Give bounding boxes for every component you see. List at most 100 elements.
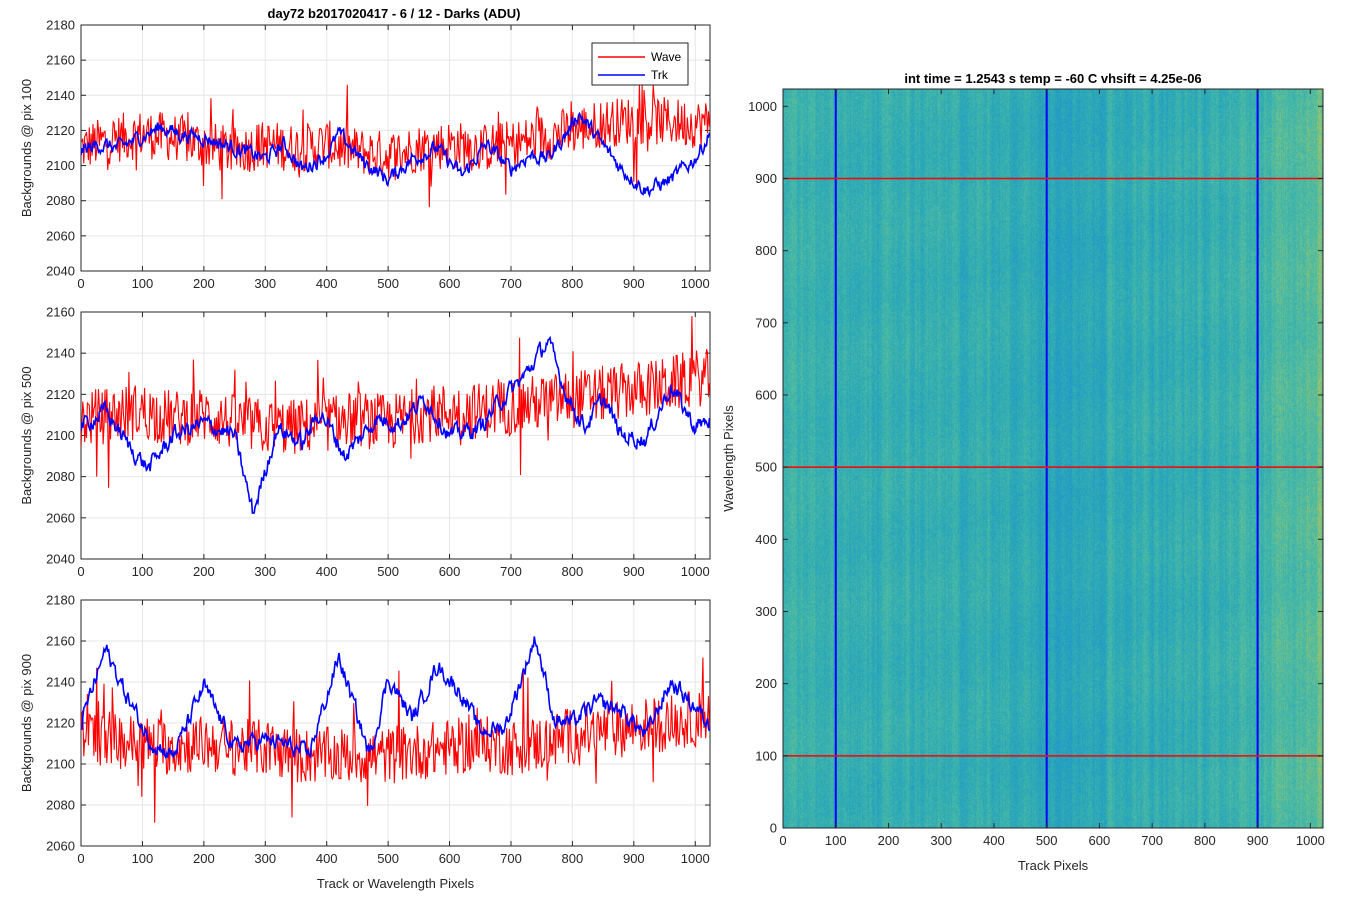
x-tick-label: 800 bbox=[562, 564, 584, 579]
y-tick-label: 100 bbox=[755, 748, 777, 763]
x-tick-label: 100 bbox=[825, 833, 847, 848]
x-axis-label: Track or Wavelength Pixels bbox=[317, 876, 475, 891]
x-tick-label: 400 bbox=[983, 833, 1005, 848]
y-tick-label: 2100 bbox=[46, 428, 75, 443]
y-tick-label: 2060 bbox=[46, 228, 75, 243]
y-tick-label: 500 bbox=[755, 460, 777, 475]
x-tick-label: 900 bbox=[623, 564, 645, 579]
x-axis-label: Track Pixels bbox=[1018, 858, 1089, 873]
trk-series-line bbox=[81, 111, 710, 198]
y-tick-label: 2120 bbox=[46, 387, 75, 402]
y-tick-label: 2080 bbox=[46, 798, 75, 813]
line-subplot-1: 0 100 200 300 400 500 600 700 800 900 1000 2040 2060… bbox=[19, 18, 711, 291]
heatmap-title: int time = 1.2543 s temp = -60 C vhsift … bbox=[904, 71, 1201, 86]
y-axis-label: Backgrounds @ pix 100 bbox=[19, 79, 34, 217]
line-subplot-3: 0 100 200 300 400 500 600 700 800 900 1000 2060 2080… bbox=[19, 593, 711, 891]
y-tick-label: 200 bbox=[755, 676, 777, 691]
x-tick-label: 500 bbox=[1036, 833, 1058, 848]
y-tick-label: 2100 bbox=[46, 158, 75, 173]
x-tick-label: 1000 bbox=[1296, 833, 1325, 848]
axes-frame bbox=[782, 88, 1324, 829]
legend-wave-label: Wave bbox=[651, 50, 682, 64]
x-tick-label: 200 bbox=[878, 833, 900, 848]
x-tick-label: 1000 bbox=[681, 276, 710, 291]
x-tick-label: 800 bbox=[562, 276, 584, 291]
y-tick-label: 2140 bbox=[46, 88, 75, 103]
x-tick-label: 0 bbox=[77, 564, 84, 579]
x-tick-label: 400 bbox=[316, 276, 338, 291]
x-tick-label: 300 bbox=[254, 851, 276, 866]
x-tick-label: 200 bbox=[193, 276, 215, 291]
y-axis-label: Backgrounds @ pix 500 bbox=[19, 366, 34, 504]
y-tick-label: 2100 bbox=[46, 757, 75, 772]
y-tick-label: 300 bbox=[755, 604, 777, 619]
x-tick-label: 900 bbox=[623, 851, 645, 866]
x-tick-label: 0 bbox=[77, 276, 84, 291]
x-tick-label: 500 bbox=[377, 564, 399, 579]
heatmap-canvas bbox=[783, 89, 1323, 828]
x-tick-label: 500 bbox=[377, 276, 399, 291]
x-tick-label: 300 bbox=[930, 833, 952, 848]
y-tick-label: 800 bbox=[755, 243, 777, 258]
x-tick-label: 1000 bbox=[681, 851, 710, 866]
y-tick-label: 2180 bbox=[46, 593, 75, 608]
y-tick-label: 2140 bbox=[46, 675, 75, 690]
y-tick-label: 1000 bbox=[748, 99, 777, 114]
wave-series-line bbox=[81, 657, 710, 823]
y-tick-label: 2040 bbox=[46, 264, 75, 279]
x-tick-label: 800 bbox=[1194, 833, 1216, 848]
heatmap-subplot: 0 100 200 300 400 500 600 700 800 900 1000 0 100 200 3… bbox=[721, 71, 1325, 873]
y-tick-label: 2080 bbox=[46, 469, 75, 484]
y-tick-label: 700 bbox=[755, 315, 777, 330]
y-tick-label: 2040 bbox=[46, 552, 75, 567]
x-tick-label: 400 bbox=[316, 851, 338, 866]
x-tick-label: 900 bbox=[1247, 833, 1269, 848]
legend: Wave Trk bbox=[591, 42, 689, 86]
y-tick-label: 2060 bbox=[46, 839, 75, 854]
x-tick-label: 600 bbox=[439, 564, 461, 579]
x-tick-label: 100 bbox=[132, 276, 154, 291]
axes-frame bbox=[80, 24, 711, 272]
x-tick-label: 100 bbox=[132, 851, 154, 866]
y-tick-label: 0 bbox=[770, 821, 777, 836]
legend-trk-label: Trk bbox=[651, 68, 669, 82]
y-tick-label: 2120 bbox=[46, 716, 75, 731]
figure-title: day72 b2017020417 - 6 / 12 - Darks (ADU) bbox=[268, 6, 521, 21]
x-tick-label: 700 bbox=[500, 851, 522, 866]
trk-series-line bbox=[81, 335, 710, 514]
x-tick-label: 200 bbox=[193, 851, 215, 866]
y-tick-label: 400 bbox=[755, 532, 777, 547]
y-tick-label: 2120 bbox=[46, 123, 75, 138]
wave-series-line bbox=[81, 84, 710, 208]
wave-series-line bbox=[81, 316, 710, 488]
x-tick-label: 300 bbox=[254, 276, 276, 291]
x-tick-label: 0 bbox=[779, 833, 786, 848]
y-tick-label: 2140 bbox=[46, 346, 75, 361]
x-tick-label: 600 bbox=[439, 851, 461, 866]
x-tick-label: 700 bbox=[500, 564, 522, 579]
x-tick-label: 300 bbox=[254, 564, 276, 579]
x-tick-label: 0 bbox=[77, 851, 84, 866]
y-tick-label: 2180 bbox=[46, 18, 75, 33]
x-tick-label: 600 bbox=[1089, 833, 1111, 848]
x-tick-label: 1000 bbox=[681, 564, 710, 579]
y-tick-label: 2080 bbox=[46, 193, 75, 208]
line-subplot-2: 0 100 200 300 400 500 600 700 800 900 1000 2040 2060… bbox=[19, 305, 711, 579]
y-tick-label: 2160 bbox=[46, 305, 75, 320]
x-tick-label: 900 bbox=[623, 276, 645, 291]
y-tick-label: 600 bbox=[755, 387, 777, 402]
x-tick-label: 500 bbox=[377, 851, 399, 866]
x-tick-label: 400 bbox=[316, 564, 338, 579]
trk-series-line bbox=[81, 636, 710, 760]
y-tick-label: 2160 bbox=[46, 53, 75, 68]
y-tick-label: 2060 bbox=[46, 510, 75, 525]
x-tick-label: 100 bbox=[132, 564, 154, 579]
y-tick-label: 2160 bbox=[46, 634, 75, 649]
y-tick-label: 900 bbox=[755, 171, 777, 186]
x-tick-label: 700 bbox=[1141, 833, 1163, 848]
x-tick-label: 700 bbox=[500, 276, 522, 291]
x-tick-label: 200 bbox=[193, 564, 215, 579]
x-tick-label: 600 bbox=[439, 276, 461, 291]
y-axis-label: Wavelength Pixels bbox=[721, 405, 736, 512]
